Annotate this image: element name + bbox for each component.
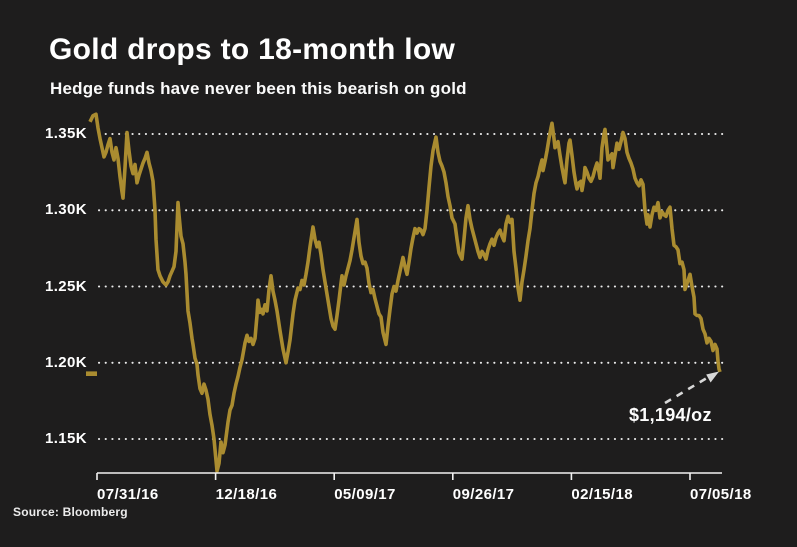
x-tick-label: 07/05/18: [690, 486, 752, 503]
x-tick-label: 07/31/16: [97, 486, 159, 503]
page-subtitle: Hedge funds have never been this bearish…: [50, 79, 467, 98]
y-tick-label: 1.25K: [44, 277, 87, 295]
page-title: Gold drops to 18-month low: [49, 33, 456, 66]
y-tick-label: 1.30K: [44, 201, 87, 219]
current-value-marker: [86, 371, 97, 376]
annotation-arrow-shaft: [664, 377, 707, 405]
source-credit: Source: Bloomberg: [13, 505, 128, 519]
y-tick-label: 1.35K: [44, 125, 87, 142]
y-tick-label: 1.20K: [44, 353, 87, 371]
x-tick-label: 05/09/17: [334, 486, 396, 503]
x-tick-label: 09/26/17: [452, 486, 515, 503]
annotation-arrowhead-icon: [706, 371, 719, 383]
y-tick-label: 1.15K: [44, 430, 87, 447]
x-tick-label: 02/15/18: [571, 486, 633, 503]
x-tick-label: 12/18/16: [215, 486, 278, 503]
last-price-annotation: $1,194/oz: [629, 405, 712, 425]
gold-price-line: [88, 112, 722, 473]
